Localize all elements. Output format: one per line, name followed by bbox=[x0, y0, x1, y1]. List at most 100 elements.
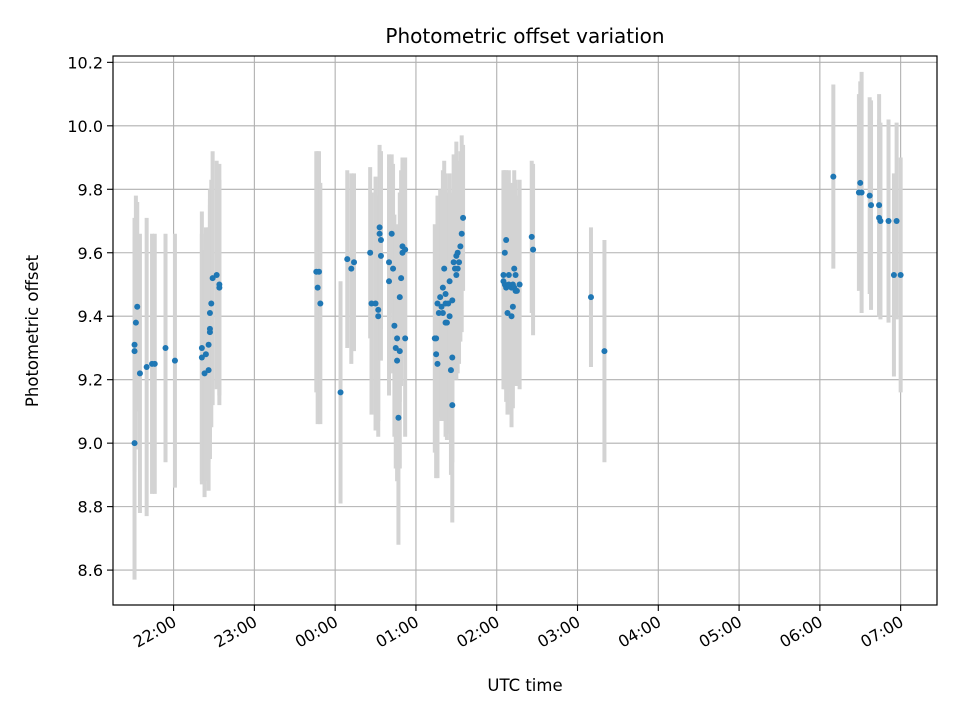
data-point bbox=[209, 275, 216, 282]
y-axis-title: Photometric offset bbox=[23, 254, 42, 407]
data-point bbox=[504, 310, 511, 317]
data-point bbox=[866, 192, 873, 199]
data-point bbox=[394, 335, 401, 342]
data-point bbox=[885, 218, 892, 225]
y-tick-label: 9.2 bbox=[78, 371, 103, 390]
data-point bbox=[457, 243, 464, 250]
data-point bbox=[395, 414, 402, 421]
data-point bbox=[402, 246, 409, 253]
data-point bbox=[151, 360, 158, 367]
data-point bbox=[447, 367, 454, 374]
data-point bbox=[162, 344, 169, 351]
data-point bbox=[512, 271, 519, 278]
data-point bbox=[456, 259, 463, 266]
data-point bbox=[376, 224, 383, 231]
data-point bbox=[348, 265, 355, 272]
data-point bbox=[516, 281, 523, 288]
data-point bbox=[434, 360, 441, 367]
data-point bbox=[136, 370, 143, 377]
data-point bbox=[449, 354, 456, 361]
data-point bbox=[460, 214, 467, 221]
data-point bbox=[439, 310, 446, 317]
data-point bbox=[213, 271, 220, 278]
data-point bbox=[377, 252, 384, 259]
y-tick-label: 10.0 bbox=[67, 117, 103, 136]
data-point bbox=[377, 237, 384, 244]
data-point bbox=[433, 335, 440, 342]
y-tick-label: 9.0 bbox=[78, 434, 103, 453]
y-axis: 8.6 8.8 9.0 9.2 9.4 9.6 9.8 10.0 10.2 bbox=[67, 53, 113, 580]
data-point bbox=[376, 230, 383, 237]
data-point bbox=[367, 249, 374, 256]
data-point bbox=[505, 271, 512, 278]
y-tick-label: 10.2 bbox=[67, 53, 103, 72]
data-point bbox=[890, 271, 897, 278]
data-points bbox=[131, 173, 904, 447]
data-point bbox=[372, 300, 379, 307]
data-point bbox=[206, 310, 213, 317]
data-point bbox=[442, 291, 449, 298]
data-point bbox=[445, 300, 452, 307]
data-point bbox=[434, 300, 441, 307]
data-point bbox=[587, 294, 594, 301]
data-point bbox=[601, 348, 608, 355]
chart-title: Photometric offset variation bbox=[385, 24, 664, 48]
data-point bbox=[205, 367, 212, 374]
data-point bbox=[344, 256, 351, 263]
data-point bbox=[171, 357, 178, 364]
data-point bbox=[386, 259, 393, 266]
data-point bbox=[453, 271, 460, 278]
data-point bbox=[893, 218, 900, 225]
data-point bbox=[314, 284, 321, 291]
data-point bbox=[216, 284, 223, 291]
y-tick-label: 8.8 bbox=[78, 498, 103, 517]
data-point bbox=[337, 389, 344, 396]
data-point bbox=[503, 237, 510, 244]
data-point bbox=[132, 319, 139, 326]
x-axis-title: UTC time bbox=[487, 676, 562, 695]
data-point bbox=[530, 246, 537, 253]
data-point bbox=[441, 265, 448, 272]
data-point bbox=[446, 313, 453, 320]
data-point bbox=[454, 249, 461, 256]
data-point bbox=[450, 259, 457, 266]
data-point bbox=[198, 354, 205, 361]
data-point bbox=[437, 294, 444, 301]
data-point bbox=[205, 341, 212, 348]
data-point bbox=[391, 322, 398, 329]
data-point bbox=[443, 319, 450, 326]
data-point bbox=[501, 249, 508, 256]
data-point bbox=[201, 370, 208, 377]
data-point bbox=[897, 271, 904, 278]
data-point bbox=[449, 297, 456, 304]
data-point bbox=[446, 278, 453, 285]
data-point bbox=[857, 179, 864, 186]
y-tick-label: 9.4 bbox=[78, 307, 103, 326]
y-tick-label: 9.8 bbox=[78, 180, 103, 199]
data-point bbox=[433, 351, 440, 358]
data-point bbox=[316, 268, 322, 275]
data-point bbox=[351, 259, 358, 266]
y-tick-label: 8.6 bbox=[78, 561, 103, 580]
data-point bbox=[143, 363, 150, 370]
data-point bbox=[876, 202, 883, 209]
data-point bbox=[392, 344, 399, 351]
data-point bbox=[317, 300, 324, 307]
data-point bbox=[394, 357, 401, 364]
data-point bbox=[449, 402, 456, 409]
data-point bbox=[868, 202, 875, 209]
data-point bbox=[386, 278, 393, 285]
data-point bbox=[198, 344, 205, 351]
data-point bbox=[454, 265, 461, 272]
data-point bbox=[508, 313, 515, 320]
data-point bbox=[131, 440, 138, 447]
data-point bbox=[830, 173, 837, 180]
data-point bbox=[458, 230, 465, 237]
data-point bbox=[131, 348, 138, 355]
data-point bbox=[388, 230, 395, 237]
data-point bbox=[208, 300, 215, 307]
data-point bbox=[858, 189, 865, 196]
data-point bbox=[438, 303, 445, 310]
